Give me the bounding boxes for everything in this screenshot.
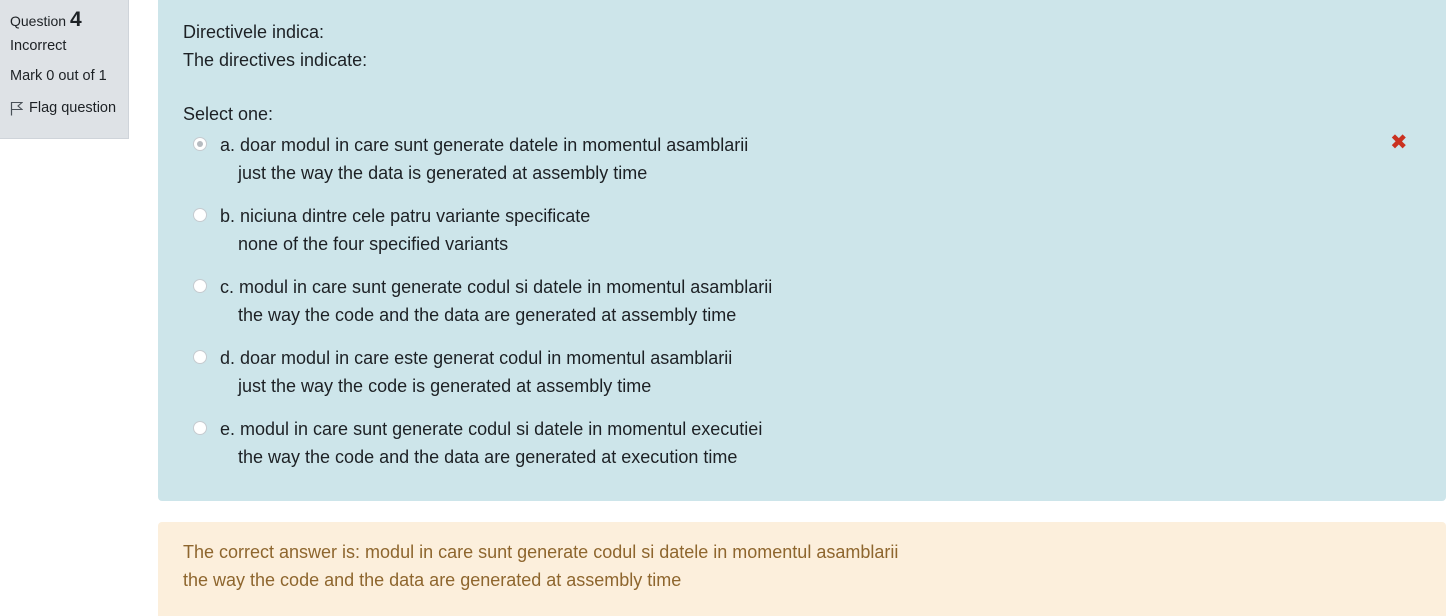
radio-d[interactable] xyxy=(193,350,207,364)
correct-answer-text: The correct answer is: modul in care sun… xyxy=(183,542,899,562)
radio-e[interactable] xyxy=(193,421,207,435)
option-d-text: d. doar modul in care este generat codul… xyxy=(220,348,733,368)
radio-a[interactable] xyxy=(193,137,207,151)
question-label: Question xyxy=(10,13,67,29)
option-a-text: a. doar modul in care sunt generate date… xyxy=(220,135,749,155)
option-b-text: b. niciuna dintre cele patru variante sp… xyxy=(220,206,591,226)
question-state: Incorrect xyxy=(10,38,67,54)
question-grade: Mark 0 out of 1 xyxy=(10,68,107,84)
option-c-text: c. modul in care sunt generate codul si … xyxy=(220,277,773,297)
option-c-translation: the way the code and the data are genera… xyxy=(238,305,737,325)
question-formulation: Directivele indica: The directives indic… xyxy=(158,0,1446,501)
question-info-panel: Question 4 Incorrect Mark 0 out of 1 Fla… xyxy=(0,0,129,139)
option-e-translation: the way the code and the data are genera… xyxy=(238,447,738,467)
option-e-text: e. modul in care sunt generate codul si … xyxy=(220,419,763,439)
option-b-translation: none of the four specified variants xyxy=(238,234,509,254)
correct-answer-feedback: The correct answer is: modul in care sun… xyxy=(158,522,1446,616)
answer-prompt: Select one: xyxy=(183,104,274,124)
flag-icon xyxy=(10,101,23,115)
radio-c[interactable] xyxy=(193,279,207,293)
radio-b[interactable] xyxy=(193,208,207,222)
question-text: Directivele indica: The directives indic… xyxy=(183,18,367,74)
flag-question-link[interactable]: Flag question xyxy=(10,100,118,116)
question-number: 4 xyxy=(70,8,82,31)
question-number-line: Question 4 xyxy=(10,8,118,36)
flag-question-label: Flag question xyxy=(29,100,117,116)
x-mark-icon: ✖ xyxy=(1390,130,1408,154)
option-a-translation: just the way the data is generated at as… xyxy=(238,163,648,183)
option-d-translation: just the way the code is generated at as… xyxy=(238,376,652,396)
question-text-en: The directives indicate: xyxy=(183,50,368,70)
correct-answer-translation: the way the code and the data are genera… xyxy=(183,570,682,590)
question-text-ro: Directivele indica: xyxy=(183,22,325,42)
